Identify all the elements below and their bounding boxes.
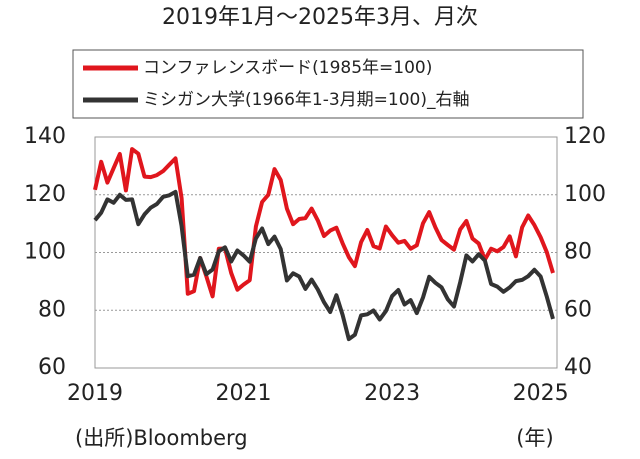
- y-tick-label: 100: [24, 240, 66, 265]
- legend-box: [72, 49, 584, 119]
- x-tick-label: 2019: [67, 381, 123, 406]
- source-note: (出所)Bloomberg: [75, 426, 248, 450]
- legend-label: コンファレンスボード(1985年=100): [143, 58, 432, 78]
- y2-tick-label: 60: [564, 297, 592, 322]
- x-tick-label: 2023: [364, 381, 420, 406]
- y2-tick-label: 120: [564, 124, 606, 149]
- y-tick-label: 80: [38, 297, 66, 322]
- legend-label: ミシガン大学(1966年1-3月期=100)_右軸: [143, 90, 470, 110]
- x-tick-label: 2021: [216, 381, 272, 406]
- x-unit: (年): [516, 426, 553, 450]
- y-tick-label: 120: [24, 182, 66, 207]
- y2-tick-label: 100: [564, 182, 606, 207]
- chart-title: 2019年1月～2025年3月、月次: [162, 5, 478, 30]
- y-tick-label: 140: [24, 124, 66, 149]
- series-line: [93, 189, 555, 342]
- x-tick-label: 2025: [513, 381, 569, 406]
- series-line: [93, 147, 555, 299]
- y2-tick-label: 40: [564, 355, 592, 380]
- y2-tick-label: 80: [564, 240, 592, 265]
- y-tick-label: 60: [38, 355, 66, 380]
